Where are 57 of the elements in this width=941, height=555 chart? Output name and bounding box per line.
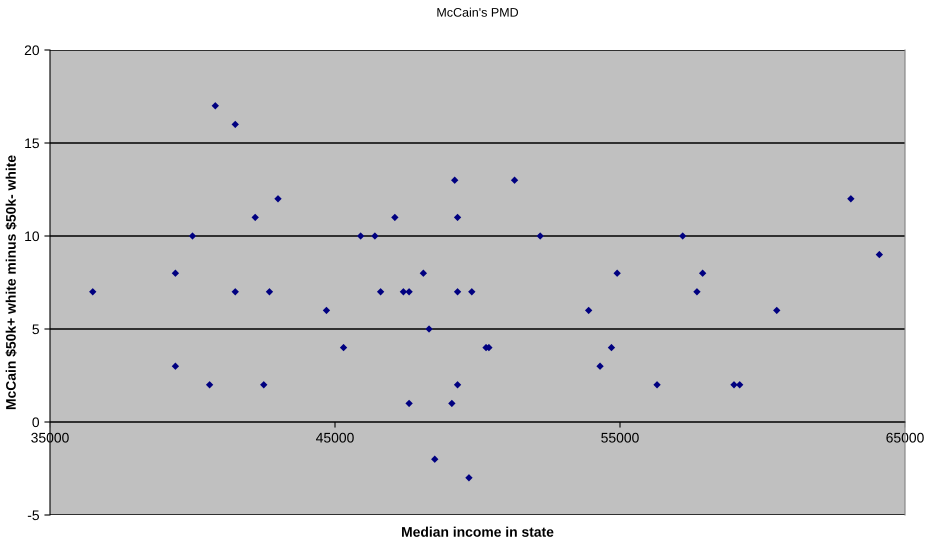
point <box>371 232 379 240</box>
point <box>431 456 438 463</box>
point <box>425 325 433 333</box>
point <box>405 400 413 408</box>
point <box>454 381 462 388</box>
y-tick-label: 5 <box>32 324 39 334</box>
point <box>232 120 239 128</box>
point <box>698 270 706 277</box>
point <box>252 214 259 222</box>
point <box>376 288 384 296</box>
point <box>212 102 219 110</box>
point <box>448 400 456 408</box>
point <box>405 288 413 296</box>
point <box>847 195 855 202</box>
point <box>876 250 884 258</box>
point <box>274 195 282 202</box>
point <box>596 362 604 370</box>
point <box>172 270 180 277</box>
point <box>510 176 518 184</box>
point <box>188 232 196 240</box>
point <box>322 306 330 314</box>
y-tick-label: -5 <box>28 510 39 520</box>
point <box>693 288 701 296</box>
point <box>232 288 239 296</box>
x-tick-label: 65000 <box>886 432 924 443</box>
point <box>773 306 780 314</box>
point <box>391 214 399 222</box>
y-tick-label: 15 <box>25 138 40 148</box>
point <box>400 288 408 296</box>
y-tick-label: 20 <box>24 45 40 56</box>
y-axis-title: McCain $50k+ white minus $50k- white <box>5 155 17 410</box>
y-tick-label: 10 <box>25 231 40 242</box>
point <box>454 288 462 296</box>
point <box>451 176 458 184</box>
point <box>454 214 462 222</box>
point <box>468 288 476 296</box>
y-tick-label: 0 <box>32 417 40 428</box>
point <box>465 474 473 482</box>
point <box>266 288 274 296</box>
point <box>608 344 616 352</box>
point <box>356 232 364 240</box>
point <box>172 362 180 370</box>
x-tick-label: 45000 <box>316 432 354 443</box>
point <box>89 288 96 296</box>
point <box>679 232 686 240</box>
point <box>206 381 214 388</box>
point <box>536 232 544 240</box>
point <box>340 344 348 352</box>
point <box>584 306 592 314</box>
x-axis-title: Median income in state <box>402 526 554 537</box>
point <box>260 381 268 388</box>
point <box>736 381 744 388</box>
point <box>420 270 428 277</box>
point <box>613 270 621 277</box>
x-tick-label: 55000 <box>601 432 639 443</box>
point <box>653 381 661 388</box>
chart-title: McCain's PMD <box>437 8 518 17</box>
